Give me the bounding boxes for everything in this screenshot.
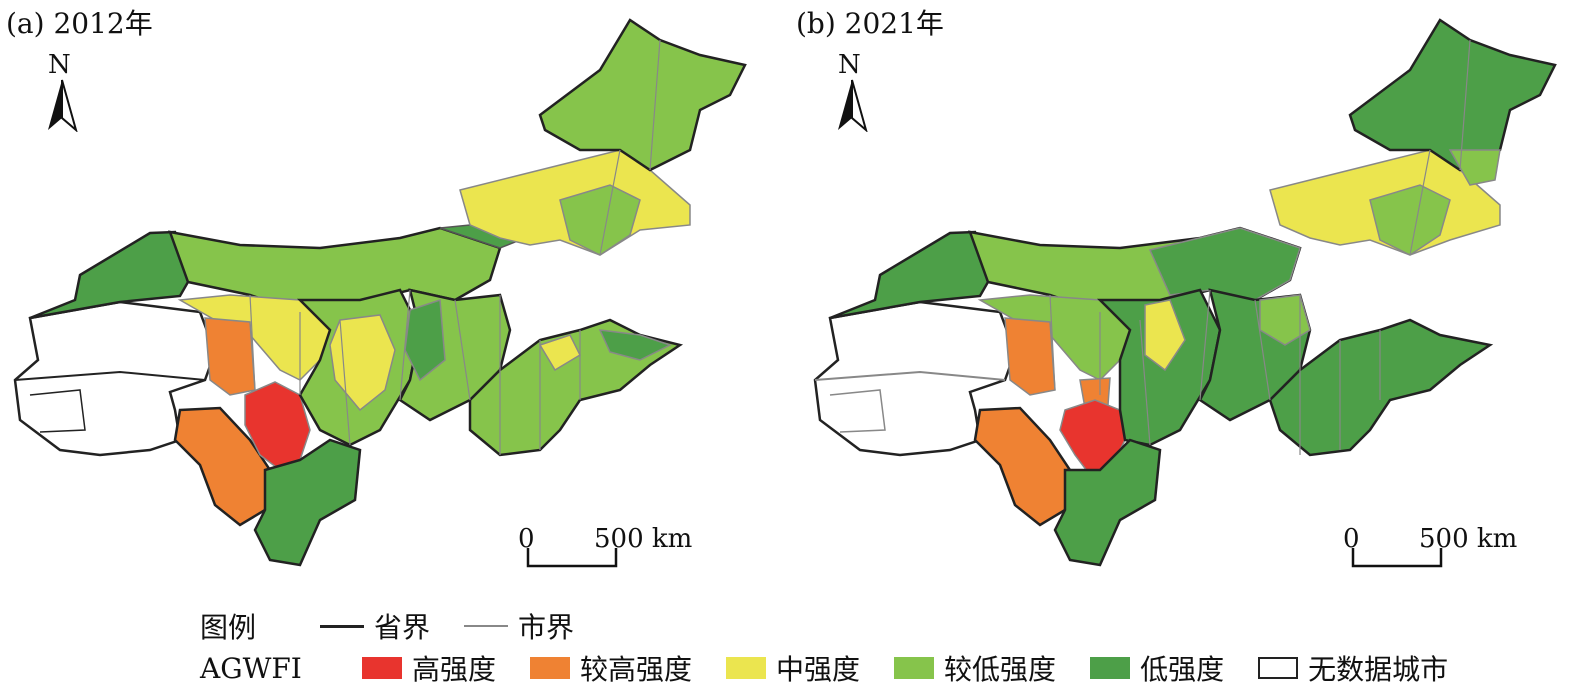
scale-zero: 0 [518,524,535,554]
legend-item-province: 省界 [320,606,430,646]
region-low-west [29,230,190,320]
province-line-swatch [320,624,364,628]
color-swatch [726,657,767,679]
legend-item-high: 高强度 [362,648,496,688]
scale-end: 500 km [1419,524,1518,554]
legend-item-no-data: 无数据城市 [1258,648,1448,688]
region-east-low-patch [404,298,446,382]
region-central-yellow-patch [329,314,396,412]
legend-item-relatively-high: 较高强度 [530,648,692,688]
legend-label: 较低强度 [944,653,1057,686]
map-panel-2021: (b) 2021年 N 0 500 km [790,0,1570,600]
region-band-low [1148,227,1301,301]
panel-title: (a) 2012年 [6,7,153,40]
map-legend: 图例 省界 市界 AGWFI 高强度 较高强度 中强度 较低强度 低 [200,602,1500,690]
legend-label: 低强度 [1140,653,1225,686]
choropleth-map [13,18,747,567]
region-ne-lower-patch [1448,149,1501,186]
legend-label: 中强度 [776,653,861,686]
map-panel-2012: (a) 2012年 N [0,0,780,600]
region-orange-south [173,406,272,527]
north-label: N [48,50,71,80]
legend-item-low: 低强度 [1090,648,1224,688]
region-south-low [253,438,362,567]
region-central-yellow-patch [1144,299,1186,372]
panel-title: (b) 2021年 [796,7,944,40]
legend-row-boundaries: 图例 省界 市界 [200,606,608,646]
legend-label: 高强度 [412,653,497,686]
legend-label: 较高强度 [580,653,693,686]
color-swatch [1258,657,1299,679]
region-south-low [1053,438,1162,567]
legend-item-relatively-low: 较低强度 [894,648,1056,688]
region-low-west [829,230,990,320]
color-swatch [362,657,402,679]
scale-bar [1351,548,1443,568]
north-arrow-icon [838,79,868,132]
scale-zero: 0 [1343,524,1360,554]
region-green-ne-mid [559,184,641,256]
legend-row-classes: AGWFI 高强度 较高强度 中强度 较低强度 低强度 无数据城市 [200,648,1482,688]
region-nodata-line-2 [29,389,86,433]
region-orange-west [1004,317,1056,396]
region-green-ne-mid [1369,184,1451,256]
north-arrow-icon [48,79,78,132]
scale-end: 500 km [594,524,693,554]
region-orange-west [204,317,256,396]
city-line-swatch [464,625,509,627]
legend-item-city: 市界 [464,606,574,646]
color-swatch [530,657,571,679]
scale-bar [526,548,618,568]
legend-label: 市界 [518,611,575,644]
region-low-far-ne [1348,18,1557,172]
region-east-coast-low [598,329,672,361]
legend-label: 无数据城市 [1308,653,1449,686]
choropleth-map [813,18,1557,567]
legend-index-label: AGWFI [200,651,302,685]
color-swatch [1090,657,1131,679]
legend-title: 图例 [200,611,257,644]
legend-item-medium: 中强度 [726,648,860,688]
color-swatch [894,657,935,679]
region-green-far-ne [538,18,747,172]
region-nodata-line [14,370,206,381]
legend-label: 省界 [374,611,431,644]
region-east-central-lower [1259,294,1311,346]
north-label: N [838,50,861,80]
region-central-low [1096,288,1222,447]
region-orange-south [973,406,1072,527]
